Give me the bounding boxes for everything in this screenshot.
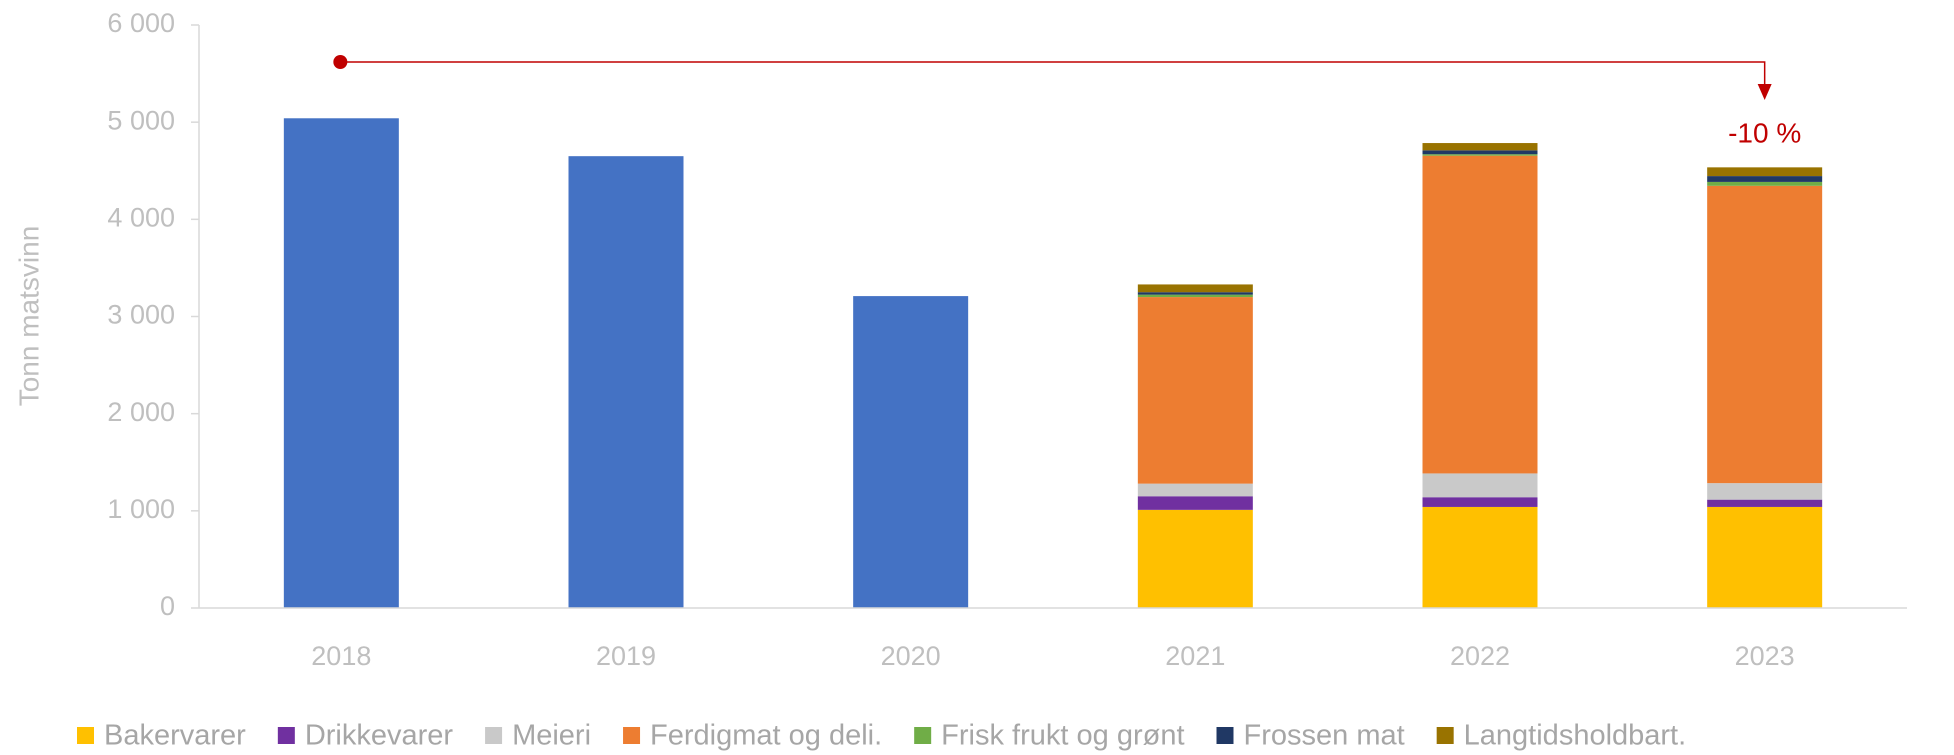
legend-swatch bbox=[914, 727, 932, 744]
bar-segment bbox=[568, 156, 684, 609]
legend-label: Meieri bbox=[512, 720, 591, 752]
bar-segment bbox=[1422, 506, 1538, 608]
y-tick-label: 2 000 bbox=[107, 397, 175, 427]
bar-segment bbox=[1707, 506, 1823, 608]
legend-label: Ferdigmat og deli. bbox=[650, 720, 882, 752]
legend-swatch bbox=[277, 727, 295, 744]
bar-segment bbox=[1137, 294, 1253, 298]
bar-segment bbox=[1707, 167, 1823, 177]
legend-label: Langtidsholdbart. bbox=[1464, 720, 1687, 752]
y-tick-label: 5 000 bbox=[107, 105, 175, 135]
arrow-start bbox=[333, 55, 348, 69]
bar-segment bbox=[1137, 297, 1253, 484]
y-tick-label: 1 000 bbox=[107, 494, 175, 524]
annotation: -10 % bbox=[1728, 117, 1801, 148]
y-tick-label: 6 000 bbox=[107, 8, 175, 38]
bar-segment bbox=[1707, 483, 1823, 500]
bar-segment bbox=[1422, 473, 1538, 498]
legend-label: Frossen mat bbox=[1244, 720, 1405, 752]
bar-segment bbox=[1137, 292, 1253, 295]
bar-segment bbox=[1422, 143, 1538, 151]
y-axis-label: Tonn matsvinn bbox=[13, 226, 44, 407]
bar-segment bbox=[1422, 154, 1538, 156]
x-tick-label: 2020 bbox=[881, 641, 941, 671]
bar-segment bbox=[1137, 509, 1253, 608]
x-tick-label: 2019 bbox=[596, 641, 656, 671]
bar-segment bbox=[1707, 176, 1823, 182]
x-tick-label: 2021 bbox=[1165, 641, 1225, 671]
arrow-line bbox=[341, 61, 1766, 86]
legend-label: Bakervarer bbox=[104, 720, 246, 752]
x-tick-label: 2018 bbox=[311, 641, 371, 671]
arrow-head bbox=[1757, 84, 1772, 100]
bar-segment bbox=[1707, 499, 1823, 507]
bar-segment bbox=[283, 118, 399, 608]
x-tick-label: 2022 bbox=[1450, 641, 1510, 671]
y-tick-label: 4 000 bbox=[107, 202, 175, 232]
bar-segment bbox=[853, 296, 969, 608]
legend-swatch bbox=[1216, 727, 1234, 744]
bar-segment bbox=[1137, 496, 1253, 510]
bar-segment bbox=[1422, 150, 1538, 155]
y-tick-label: 3 000 bbox=[107, 300, 175, 330]
legend-label: Drikkevarer bbox=[305, 720, 454, 752]
bar-segment bbox=[1707, 181, 1823, 186]
bar-segment bbox=[1137, 483, 1253, 497]
legend-swatch bbox=[1436, 727, 1454, 744]
bar-segment bbox=[1422, 497, 1538, 507]
legend-swatch bbox=[623, 727, 641, 744]
bar-segment bbox=[1422, 155, 1538, 474]
y-tick-label: 0 bbox=[160, 591, 175, 621]
legend-label: Frisk frukt og grønt bbox=[941, 720, 1184, 752]
bar-segment bbox=[1137, 284, 1253, 293]
legend-swatch bbox=[77, 727, 94, 744]
x-tick-label: 2023 bbox=[1735, 641, 1795, 671]
legend-swatch bbox=[485, 727, 503, 744]
bar-segment bbox=[1707, 185, 1823, 484]
